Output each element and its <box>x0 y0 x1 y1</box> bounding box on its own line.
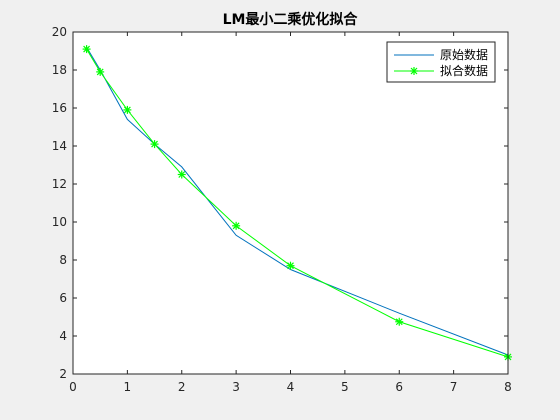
data-point-series-2 <box>150 140 159 149</box>
y-tick-label: 8 <box>59 253 67 267</box>
y-tick-label: 14 <box>52 139 67 153</box>
data-point-series-2 <box>177 170 186 179</box>
series-layer <box>82 45 512 361</box>
y-tick-label: 12 <box>52 177 67 191</box>
legend-marker-series-2 <box>410 67 418 75</box>
data-point-series-2 <box>395 317 404 326</box>
series-line-1 <box>86 46 509 356</box>
y-tick-label: 10 <box>52 215 67 229</box>
y-tick-label: 18 <box>52 63 67 77</box>
data-point-series-2 <box>232 221 241 230</box>
x-tick-label: 0 <box>69 380 77 394</box>
x-tick-label: 7 <box>450 380 458 394</box>
x-tick-label: 3 <box>232 380 240 394</box>
legend: 原始数据 拟合数据 <box>386 41 496 83</box>
x-tick-label: 1 <box>124 380 132 394</box>
x-tick-label: 2 <box>178 380 186 394</box>
y-tick-label: 2 <box>59 367 67 381</box>
legend-label-series-2: 拟合数据 <box>440 63 488 78</box>
x-tick-label: 4 <box>287 380 295 394</box>
data-point-series-2 <box>96 67 105 76</box>
y-tick-label: 6 <box>59 291 67 305</box>
legend-box <box>386 41 496 83</box>
data-point-series-2 <box>123 105 132 114</box>
x-tick-label: 5 <box>341 380 349 394</box>
data-point-series-2 <box>82 45 91 54</box>
data-point-series-2 <box>286 261 295 270</box>
y-tick-label: 20 <box>52 25 67 39</box>
x-tick-label: 8 <box>504 380 512 394</box>
x-tick-label: 6 <box>395 380 403 394</box>
plot-area <box>73 32 508 374</box>
legend-label-series-1: 原始数据 <box>440 47 488 62</box>
chart-title: LM最小二乘优化拟合 <box>223 11 359 28</box>
y-tick-label: 4 <box>59 329 67 343</box>
y-tick-label: 16 <box>52 101 67 115</box>
